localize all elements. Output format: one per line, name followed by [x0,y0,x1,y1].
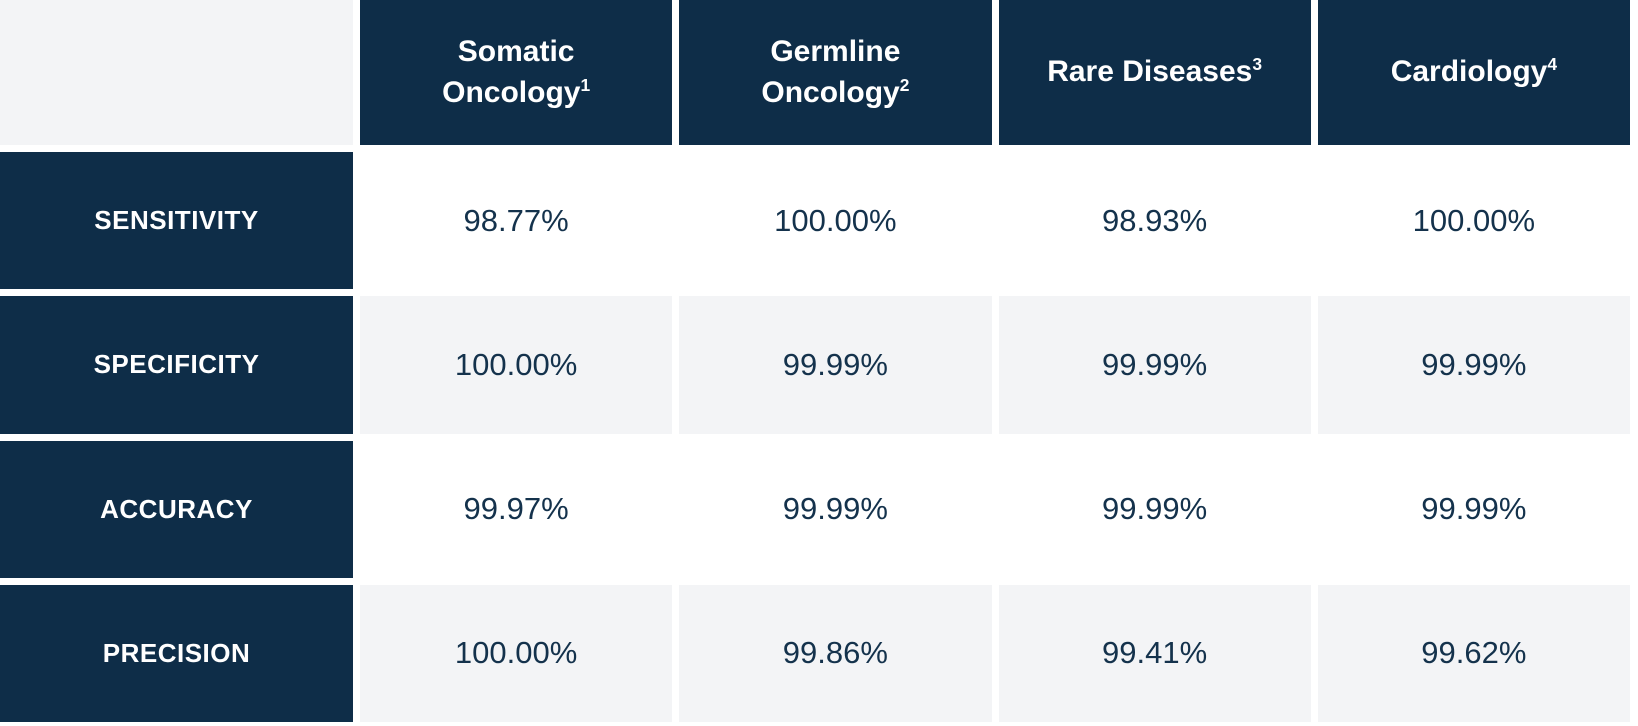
row-header-accuracy: ACCURACY [0,440,353,578]
table-cell-precision-cardiology: 99.62% [1317,584,1630,722]
table-cell-accuracy-cardiology: 99.99% [1317,440,1630,578]
table-cell-specificity-germline: 99.99% [679,296,992,434]
table-cell-sensitivity-rare-diseases: 98.93% [998,152,1311,290]
column-header-label: Somatic Oncology1 [442,35,591,109]
column-header-rare-diseases: Rare Diseases3 [998,0,1311,145]
table-cell-precision-somatic: 100.00% [360,584,673,722]
column-header-germline-oncology: Germline Oncology2 [679,0,992,145]
column-header-cardiology: Cardiology4 [1317,0,1630,145]
row-header-sensitivity: SENSITIVITY [0,152,353,290]
row-header-label: PRECISION [102,637,251,668]
table-cell-sensitivity-germline: 100.00% [679,152,992,290]
table-cell-accuracy-somatic: 99.97% [360,440,673,578]
table-cell-sensitivity-somatic: 98.77% [360,152,673,290]
column-header-label: Germline Oncology2 [761,35,910,109]
column-header-label: Rare Diseases3 [1047,54,1263,89]
column-header-somatic-oncology: Somatic Oncology1 [360,0,673,145]
row-header-precision: PRECISION [0,584,353,722]
table-cell-precision-rare-diseases: 99.41% [998,584,1311,722]
table-cell-accuracy-germline: 99.99% [679,440,992,578]
row-header-specificity: SPECIFICITY [0,296,353,434]
row-header-label: SPECIFICITY [93,349,260,380]
table-cell-precision-germline: 99.86% [679,584,992,722]
table-cell-specificity-rare-diseases: 99.99% [998,296,1311,434]
footnote-marker: 1 [580,74,591,95]
table-cell-specificity-cardiology: 99.99% [1317,296,1630,434]
footnote-marker: 3 [1252,54,1263,75]
table-cell-specificity-somatic: 100.00% [360,296,673,434]
table-cell-sensitivity-cardiology: 100.00% [1317,152,1630,290]
row-header-label: SENSITIVITY [94,205,259,236]
table-cell-accuracy-rare-diseases: 99.99% [998,440,1311,578]
column-header-label: Cardiology4 [1390,54,1558,89]
footnote-marker: 4 [1547,54,1558,75]
row-header-label: ACCURACY [100,493,253,524]
footnote-marker: 2 [899,74,910,95]
corner-cell [0,0,353,145]
